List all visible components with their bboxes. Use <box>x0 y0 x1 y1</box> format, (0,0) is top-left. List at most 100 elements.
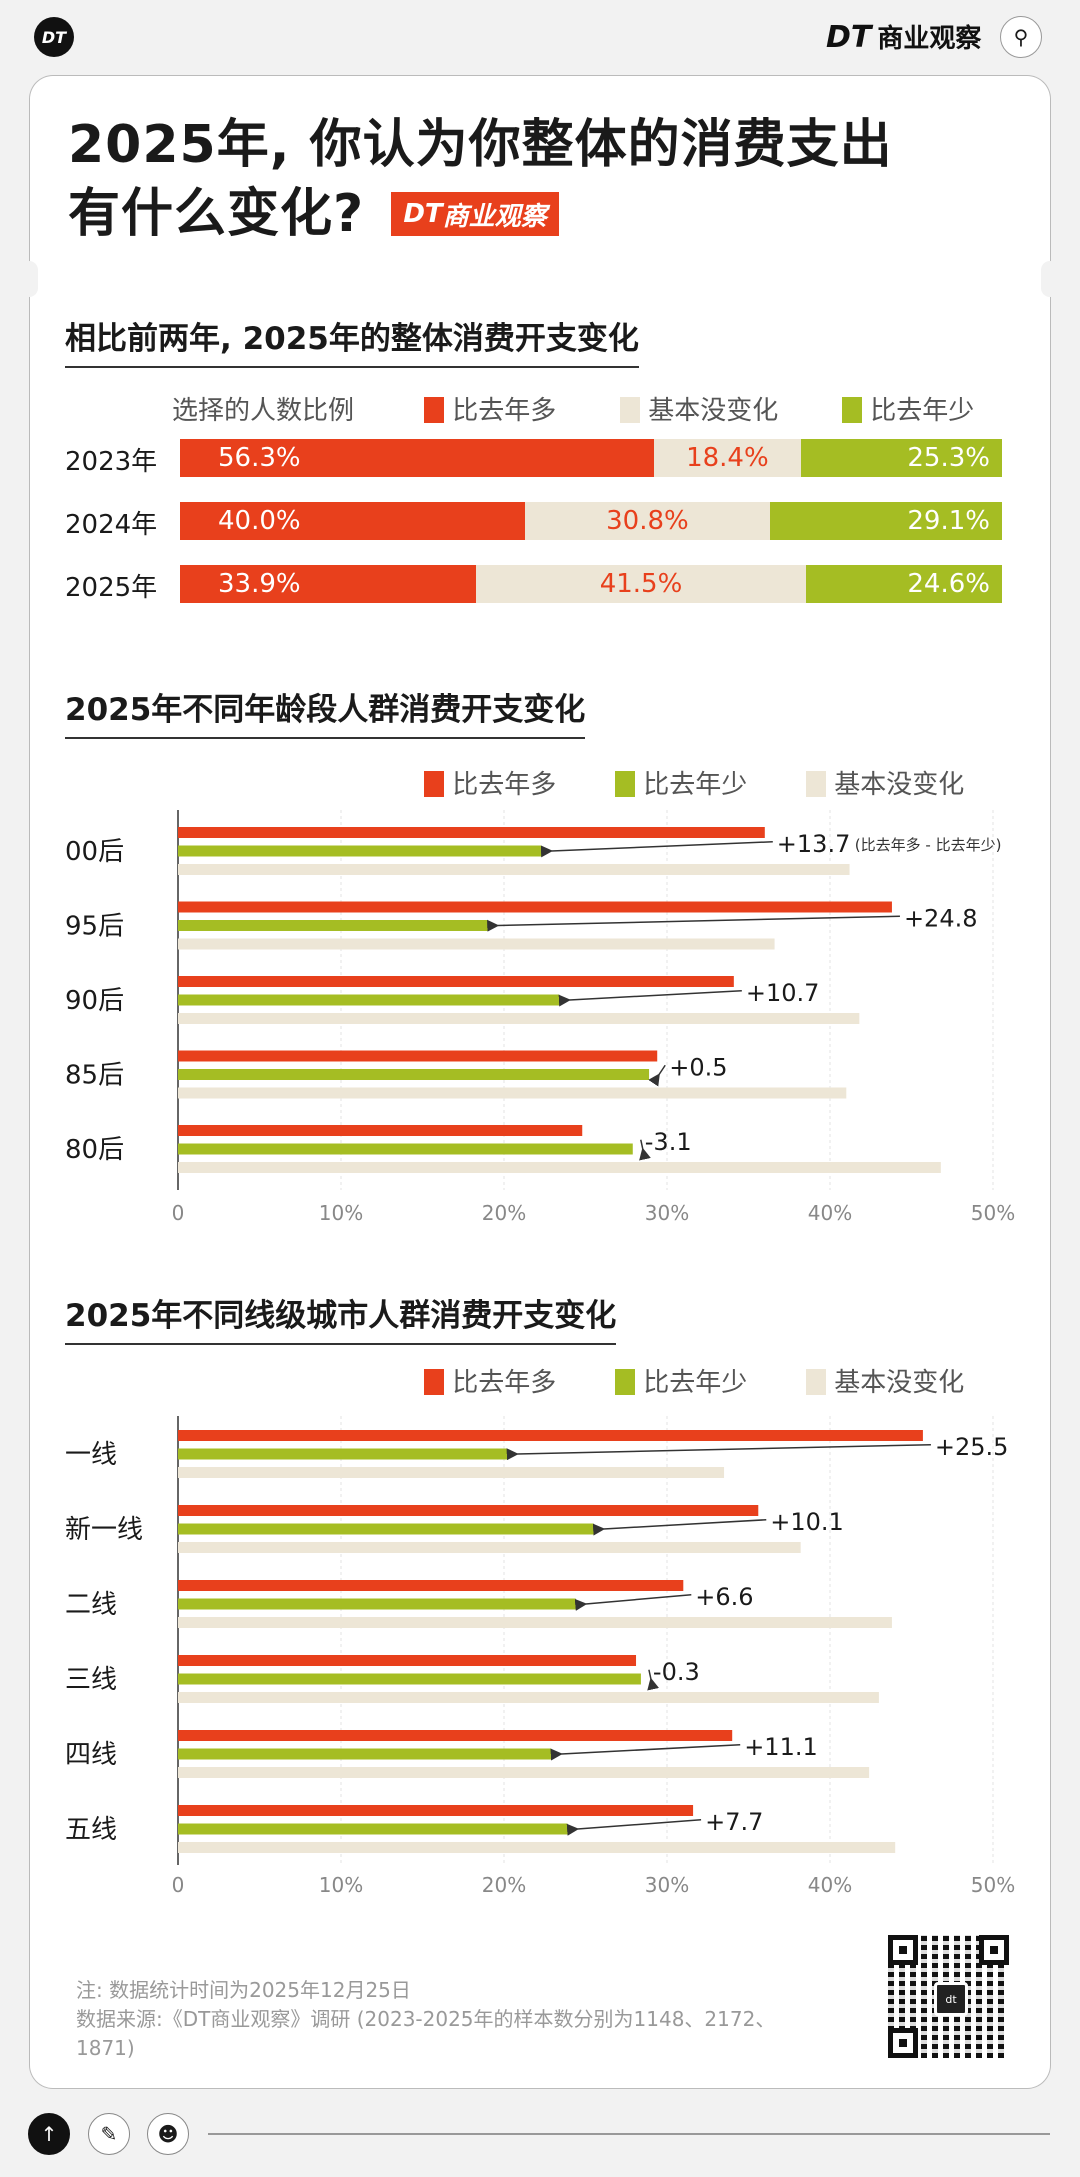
difference-label: -3.1 <box>645 1128 692 1156</box>
bar <box>178 1823 568 1835</box>
bar <box>178 1748 552 1760</box>
bar <box>178 1805 694 1816</box>
annotation-arrow <box>647 1669 660 1691</box>
bar <box>178 845 542 857</box>
stacked-bar: 33.9% 41.5% 24.6% <box>180 565 1002 603</box>
row-label: 2024年 <box>65 510 158 540</box>
bar <box>178 920 488 931</box>
bar <box>178 1598 576 1610</box>
bar <box>178 976 734 987</box>
page-title-line2: 有什么变化? <box>68 184 365 244</box>
legend-label: 基本没变化 <box>834 1368 965 1398</box>
bar <box>178 1087 847 1099</box>
tick-label: 10% <box>319 1201 363 1225</box>
stacked-bar: 40.0% 30.8% 29.1% <box>180 502 1002 540</box>
legend-swatch <box>615 1369 635 1395</box>
category-label: 二线 <box>65 1590 117 1620</box>
page-title-line1: 2025年, 你认为你整体的消费支出 <box>68 115 893 175</box>
category-label: 三线 <box>65 1665 117 1695</box>
legend-swatch <box>806 1369 826 1395</box>
bar <box>178 1125 583 1136</box>
bar <box>178 1730 733 1741</box>
bar <box>178 1655 637 1666</box>
annotation-note: (比去年多 - 比去年少) <box>855 836 1002 854</box>
bar <box>178 1069 650 1080</box>
edit-button[interactable]: ✎ <box>88 2113 130 2155</box>
bar <box>178 1523 594 1535</box>
dt-logo[interactable]: DT <box>34 17 74 57</box>
legend-item: 比去年多 <box>424 764 556 801</box>
bar <box>178 1013 860 1024</box>
legend-item: 基本没变化 <box>806 1362 964 1399</box>
annotation-arrow <box>540 841 773 858</box>
legend-item: 比去年少 <box>615 1362 747 1399</box>
legend-label: 比去年少 <box>643 1368 748 1398</box>
category-label: 新一线 <box>65 1515 143 1545</box>
difference-label: -0.3 <box>653 1658 700 1686</box>
category-label: 四线 <box>65 1740 117 1770</box>
search-button[interactable]: ⚲ <box>1000 16 1042 58</box>
bar <box>178 1767 870 1778</box>
bar <box>178 864 850 875</box>
bar <box>178 1467 725 1478</box>
pencil-icon: ✎ <box>100 2122 118 2146</box>
legend-swatch <box>424 1369 444 1395</box>
difference-label: +11.1 <box>744 1733 818 1761</box>
tick-label: 20% <box>482 1201 526 1225</box>
annotation-arrow <box>639 1139 651 1161</box>
bar <box>178 1542 801 1553</box>
legend-swatch <box>424 771 444 797</box>
bar <box>178 1430 923 1441</box>
tick-label: 0 <box>172 1873 185 1897</box>
scroll-top-button[interactable]: ↑ <box>28 2113 70 2155</box>
qr-code: dt <box>888 1935 1009 2058</box>
annotation-arrow <box>558 990 742 1007</box>
category-label: 85后 <box>65 1061 124 1091</box>
bar-segment: 18.4% <box>654 439 801 477</box>
arrow-up-icon: ↑ <box>40 2122 58 2146</box>
bar-segment: 41.5% <box>475 565 807 603</box>
footer-note: 注: 数据统计时间为2025年12月25日 数据来源:《DT商业观察》调研 (2… <box>76 1978 776 2060</box>
difference-label: +6.6 <box>695 1583 753 1611</box>
difference-label: +13.7 <box>777 830 851 858</box>
data-label: 29.1% <box>907 506 990 536</box>
profile-button[interactable]: ☻ <box>147 2113 189 2155</box>
row-label: 2023年 <box>65 447 158 477</box>
category-label: 一线 <box>65 1440 117 1470</box>
tick-label: 40% <box>808 1873 852 1897</box>
bar <box>178 827 765 838</box>
annotation-arrow <box>550 1744 741 1761</box>
brand-logo: DT 商业观察 <box>826 20 982 55</box>
bar-segment: 25.3% <box>800 439 1002 477</box>
bar <box>178 1842 896 1853</box>
tick-label: 30% <box>645 1201 689 1225</box>
tick-label: 10% <box>319 1873 363 1897</box>
legend-label: 比去年多 <box>452 770 557 800</box>
bar <box>178 1692 879 1703</box>
category-label: 90后 <box>65 986 124 1016</box>
tick-label: 20% <box>482 1873 526 1897</box>
annotation-arrow <box>592 1519 767 1536</box>
bar-segment: 29.1% <box>770 502 1002 540</box>
difference-label: +24.8 <box>904 904 978 932</box>
annotation-arrow <box>574 1594 692 1611</box>
chart2-title: 2025年不同年龄段人群消费开支变化 <box>65 684 586 739</box>
bar <box>178 1580 684 1591</box>
legend-item: 比去年多 <box>424 1362 556 1399</box>
data-label: 40.0% <box>218 506 301 536</box>
legend-swatch <box>615 771 635 797</box>
bar-segment: 56.3% <box>180 439 655 477</box>
difference-label: +10.7 <box>746 979 820 1007</box>
bar <box>178 1448 508 1460</box>
legend-label: 比去年多 <box>452 1368 557 1398</box>
legend-label: 比去年少 <box>643 770 748 800</box>
difference-label: +7.7 <box>705 1808 763 1836</box>
brand-badge: DT 商业观察 <box>391 192 559 236</box>
bar <box>178 938 775 950</box>
chart1-legend-same: 基本没变化 <box>620 390 778 427</box>
annotation-arrow <box>487 915 900 932</box>
chart3-title: 2025年不同线级城市人群消费开支变化 <box>65 1290 617 1345</box>
legend-item: 基本没变化 <box>806 764 964 801</box>
title-card <box>29 75 1051 281</box>
category-label: 95后 <box>65 912 124 942</box>
